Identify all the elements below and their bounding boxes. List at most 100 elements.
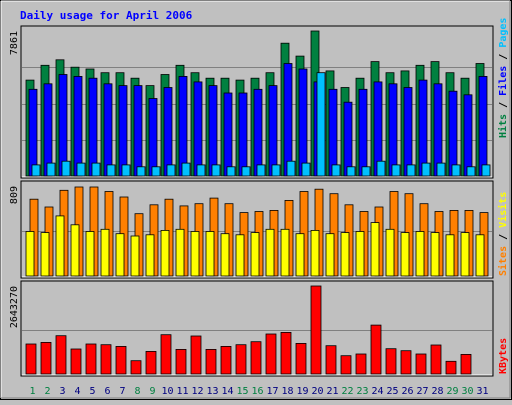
bar-kbytes-day-9 [145,350,157,375]
bar-kbytes-day-15 [235,344,247,375]
x-tick-label-day-28: 28 [431,386,443,397]
bar-pages-day-4 [76,162,86,177]
bar-kbytes-day-17 [265,333,277,375]
x-tick-label-day-20: 20 [311,386,323,397]
bar-files-day-25 [388,83,398,177]
bar-pages-day-22 [346,166,356,177]
bar-visits-day-5 [85,231,95,277]
panel-usage: 7861 Hits / Files / Pages [9,18,509,179]
bar-visits-day-7 [115,233,125,277]
x-tick-label-day-17: 17 [266,386,278,397]
bar-visits-day-29 [445,234,455,277]
bar-files-day-30 [463,94,473,177]
x-tick-label-day-23: 23 [356,386,368,397]
legend-sites: Sites [497,246,509,276]
bar-files-day-11 [178,76,188,177]
bar-visits-day-4 [70,224,80,277]
bar-kbytes-day-19 [295,342,307,375]
bar-kbytes-day-4 [70,348,82,375]
bar-kbytes-day-21 [325,345,337,375]
x-tick-label-day-3: 3 [59,386,65,397]
bar-visits-day-12 [190,231,200,277]
bar-visits-day-30 [460,232,470,277]
x-tick-label-day-1: 1 [29,386,35,397]
x-tick-label-day-12: 12 [191,386,203,397]
bar-kbytes-day-27 [415,353,427,375]
bar-kbytes-day-29 [445,360,457,375]
bar-pages-day-17 [271,164,281,177]
x-axis-labels: 1 2 3 4 5 6 7 8 9 10 11 12 13 14 15 16 17 18 19 20 21 22 23 24 2… [29,386,488,397]
bar-files-day-10 [163,87,173,177]
x-tick-label-day-6: 6 [104,386,110,397]
panel-usage-legend: Hits / Files / Pages [497,18,509,138]
bar-visits-day-17 [265,228,275,277]
bar-pages-day-23 [361,166,371,177]
bar-kbytes-day-12 [190,335,202,375]
bar-pages-day-16 [256,164,266,177]
bar-pages-day-6 [106,164,116,177]
x-tick-label-day-4: 4 [74,386,80,397]
panel-visitors-legend: Sites / Visits [497,192,509,276]
bar-files-day-22 [343,101,353,177]
bar-pages-day-27 [421,162,431,177]
bar-pages-day-14 [226,166,236,177]
bar-files-day-6 [103,83,113,177]
bar-files-day-9 [148,98,158,177]
x-tick-label-day-8: 8 [134,386,140,397]
bar-pages-day-15 [241,166,251,177]
bar-files-day-12 [193,81,203,177]
bar-kbytes-day-5 [85,343,97,375]
bar-visits-day-16 [250,232,260,277]
legend-separator: / [498,96,509,114]
bar-pages-day-29 [451,164,461,177]
x-tick-label-day-5: 5 [89,386,95,397]
bar-files-day-28 [433,83,443,177]
bar-files-day-23 [358,88,368,177]
bar-files-day-31 [478,76,488,177]
bar-visits-day-22 [340,232,350,277]
bar-kbytes-day-11 [175,348,187,375]
bar-kbytes-day-23 [355,353,367,375]
x-tick-label-day-25: 25 [386,386,398,397]
bar-pages-day-25 [391,164,401,177]
x-tick-label-day-26: 26 [401,386,413,397]
bar-pages-day-20 [316,72,326,177]
bar-kbytes-day-25 [385,348,397,375]
x-tick-label-day-7: 7 [119,386,125,397]
bar-files-day-29 [448,90,458,177]
bar-pages-day-2 [46,162,56,177]
bar-kbytes-day-13 [205,348,217,375]
bar-pages-day-26 [406,164,416,177]
x-tick-label-day-19: 19 [296,386,308,397]
bar-files-day-16 [253,88,263,177]
x-tick-label-day-27: 27 [416,386,428,397]
bar-visits-day-21 [325,233,335,277]
bar-kbytes-day-16 [250,341,262,375]
bar-files-day-17 [268,85,278,177]
bar-files-day-13 [208,85,218,177]
x-tick-label-day-16: 16 [251,386,263,397]
bar-files-day-3 [58,74,68,177]
bar-visits-day-25 [385,228,395,277]
bar-visits-day-15 [235,234,245,277]
bar-kbytes-day-2 [40,341,52,375]
bar-pages-day-9 [151,166,161,177]
bar-visits-day-19 [295,233,305,277]
bar-pages-day-18 [286,160,296,177]
bar-pages-day-21 [331,164,341,177]
x-tick-label-day-31: 31 [476,386,488,397]
bar-visits-day-23 [355,231,365,277]
x-tick-label-day-13: 13 [206,386,218,397]
panel-visitors-max-label: 809 [9,186,20,204]
bar-visits-day-24 [370,222,380,277]
bar-pages-day-24 [376,160,386,177]
bar-kbytes-day-8 [130,360,142,375]
x-tick-label-day-18: 18 [281,386,293,397]
chart-panels: 7861 Hits / Files / Pages 809 Sites / Visit… [9,18,509,377]
bar-pages-day-10 [166,164,176,177]
bar-kbytes-day-18 [280,331,292,375]
bar-files-day-8 [133,85,143,177]
bar-kbytes-day-24 [370,324,382,375]
